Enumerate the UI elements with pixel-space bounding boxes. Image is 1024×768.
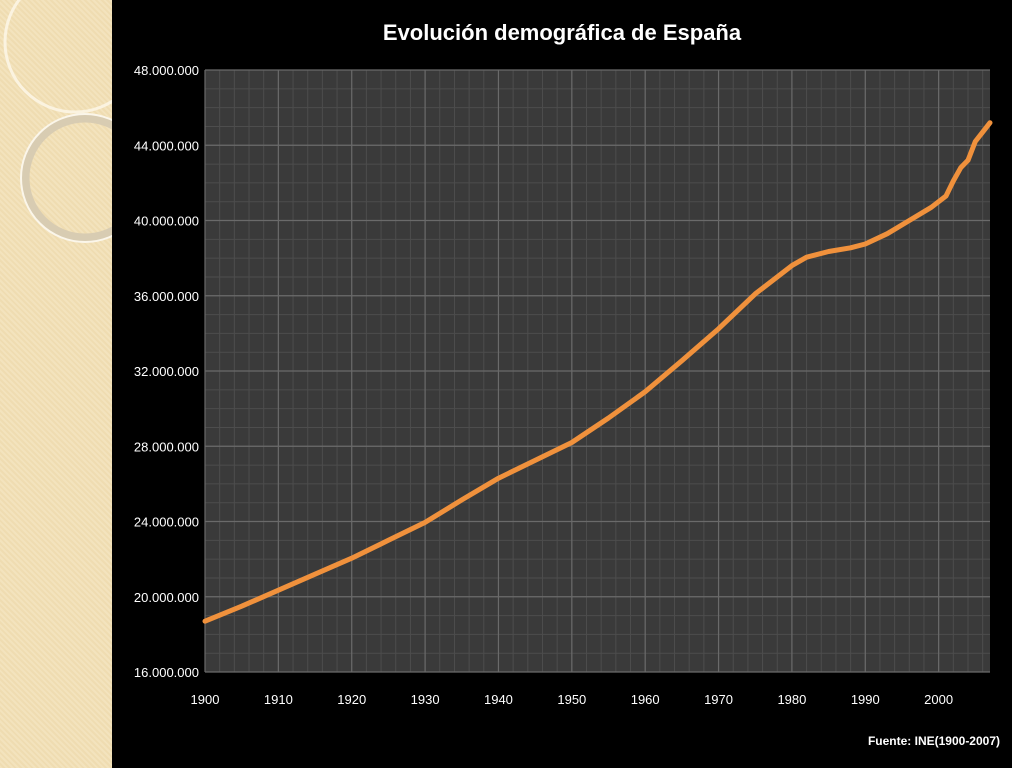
x-tick-label: 1970 [704,692,733,707]
decorative-circles [3,0,112,243]
x-tick-label: 1930 [411,692,440,707]
y-tick-label: 20.000.000 [134,590,199,605]
y-tick-label: 24.000.000 [134,515,199,530]
y-tick-label: 16.000.000 [134,665,199,680]
x-tick-label: 1980 [777,692,806,707]
source-label: Fuente: INE(1900-2007) [868,734,1000,748]
x-tick-label: 2000 [924,692,953,707]
x-tick-label: 1940 [484,692,513,707]
series-line-population [202,120,993,624]
y-tick-label: 40.000.000 [134,214,199,229]
x-tick-label: 1910 [264,692,293,707]
decorative-ring [20,113,112,243]
x-tick-label: 1950 [557,692,586,707]
x-tick-label: 1920 [337,692,366,707]
x-tick-label: 1990 [851,692,880,707]
y-tick-label: 36.000.000 [134,289,199,304]
chart: Evolución demográfica de España 16.000.0… [134,20,1000,748]
y-tick-label: 28.000.000 [134,439,199,454]
decorative-ring-highlight [20,113,112,243]
chart-panel: Evolución demográfica de España 16.000.0… [112,0,1012,768]
x-axis: 1900 1910 1920 1930 1940 1950 1960 1970 1980 1990… [191,692,954,707]
y-tick-label: 44.000.000 [134,138,199,153]
grid-major [204,69,990,673]
slide-background-decoration [0,0,112,768]
decorative-circle [3,0,112,114]
y-tick-label: 32.000.000 [134,364,199,379]
y-tick-label: 48.000.000 [134,63,199,78]
x-tick-label: 1960 [631,692,660,707]
x-tick-label: 1900 [191,692,220,707]
chart-title: Evolución demográfica de España [383,20,742,45]
y-axis: 16.000.000 20.000.000 24.000.000 28.000.000… [134,63,199,680]
slide-margin [1012,0,1024,768]
